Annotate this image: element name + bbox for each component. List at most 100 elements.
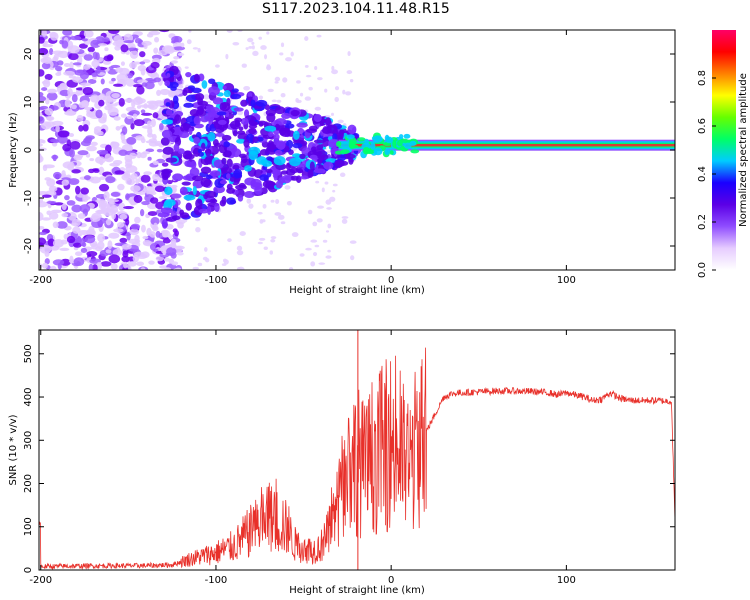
noise-blob <box>42 79 51 88</box>
noise-blob <box>78 124 84 132</box>
signal-blob <box>248 121 259 126</box>
noise-blob <box>81 38 88 42</box>
noise-blob <box>152 160 159 166</box>
noise-blob <box>152 133 157 141</box>
signal-blob <box>165 157 178 163</box>
noise-blob <box>112 248 123 256</box>
noise-blob <box>66 235 76 244</box>
noise-blob <box>61 40 69 49</box>
noise-blob <box>88 225 95 235</box>
carrier-wobble-blob <box>399 134 404 139</box>
noise-blob <box>83 30 94 38</box>
signal-blob <box>235 184 247 190</box>
signal-blob <box>209 170 221 177</box>
faint-blob <box>325 199 332 205</box>
chart-title: S117.2023.104.11.48.R15 <box>262 1 450 17</box>
faint-blob <box>214 64 220 68</box>
noise-blob <box>90 141 98 147</box>
noise-blob <box>39 197 44 204</box>
noise-blob <box>124 158 133 167</box>
faint-blob <box>347 51 351 56</box>
noise-blob <box>84 136 93 142</box>
noise-blob <box>89 157 95 162</box>
noise-blob <box>139 104 150 108</box>
signal-blob <box>200 166 212 174</box>
signal-blob <box>264 104 270 111</box>
noise-blob <box>118 97 125 107</box>
noise-blob <box>55 125 60 133</box>
noise-blob <box>52 259 65 266</box>
noise-blob <box>97 241 105 250</box>
signal-blob <box>193 136 201 145</box>
noise-blob <box>171 193 182 199</box>
snr-y-label: SNR (10 * v/v) <box>8 414 19 485</box>
snr-x-label: Height of straight line (km) <box>289 585 425 596</box>
signal-blob <box>323 161 334 170</box>
noise-blob <box>52 50 64 55</box>
faint-blob <box>305 74 312 78</box>
signal-blob <box>284 123 295 129</box>
faint-blob <box>314 244 320 248</box>
noise-blob <box>71 218 81 227</box>
noise-blob <box>41 194 52 198</box>
noise-blob <box>104 47 109 52</box>
signal-blob <box>229 120 241 130</box>
noise-blob <box>170 240 177 249</box>
faint-blob <box>310 239 318 243</box>
signal-blob <box>274 106 286 115</box>
carrier-wobble-blob <box>392 139 397 148</box>
signal-blob <box>197 97 204 106</box>
snr-marks <box>39 330 675 570</box>
spectrogram-y-tick-label: -10 <box>23 190 34 206</box>
faint-blob <box>322 239 328 243</box>
carrier-wobble-blob <box>403 142 412 149</box>
noise-blob <box>92 264 98 270</box>
signal-blob <box>162 146 174 155</box>
noise-blob <box>53 171 62 179</box>
signal-blob <box>240 155 248 164</box>
faint-blob <box>236 266 242 270</box>
faint-blob <box>171 60 178 64</box>
faint-blob <box>164 257 170 262</box>
noise-blob <box>141 125 153 129</box>
faint-blob <box>271 99 277 103</box>
noise-blob <box>147 104 155 109</box>
noise-blob <box>104 153 112 162</box>
faint-blob <box>296 80 301 84</box>
signal-blob <box>191 87 202 94</box>
noise-blob <box>177 84 184 89</box>
noise-blob <box>127 47 139 52</box>
faint-blob <box>326 207 332 210</box>
noise-blob <box>71 104 77 110</box>
noise-blob <box>140 209 145 217</box>
noise-blob <box>83 106 93 111</box>
faint-blob <box>324 181 329 185</box>
noise-blob <box>98 183 110 192</box>
noise-blob <box>63 70 76 76</box>
noise-blob <box>148 260 155 265</box>
faint-blob <box>324 88 328 93</box>
noise-blob <box>146 33 154 38</box>
signal-blob <box>215 132 225 137</box>
noise-blob <box>136 85 145 95</box>
noise-blob <box>69 61 74 70</box>
noise-blob <box>86 251 98 257</box>
signal-blob <box>207 205 212 216</box>
faint-blob <box>225 53 229 60</box>
noise-blob <box>125 218 130 226</box>
noise-blob <box>107 240 113 250</box>
faint-blob <box>318 262 326 265</box>
noise-blob <box>117 183 125 191</box>
snr-x-tick-label: -200 <box>29 575 52 586</box>
signal-blob <box>166 72 171 78</box>
faint-blob <box>251 41 255 45</box>
noise-blob <box>61 177 71 181</box>
spectrogram-x-tick-label: 100 <box>557 275 576 286</box>
signal-blob <box>292 142 303 149</box>
noise-blob <box>39 138 45 144</box>
faint-blob <box>171 261 179 266</box>
faint-blob <box>241 63 247 68</box>
noise-blob <box>95 109 103 119</box>
noise-blob <box>114 170 125 175</box>
noise-blob <box>41 30 47 37</box>
